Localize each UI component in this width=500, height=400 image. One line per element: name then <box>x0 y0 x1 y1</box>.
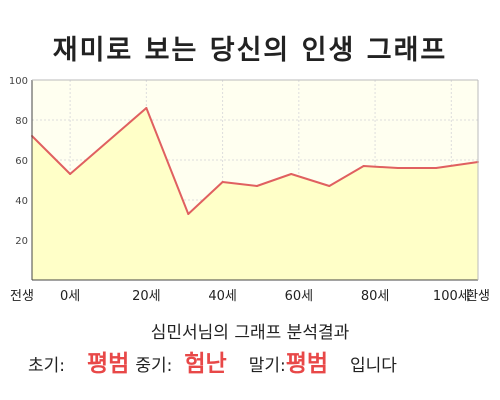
data-point <box>145 107 148 109</box>
page-title: 재미로 보는 당신의 인생 그래프 <box>52 35 448 66</box>
analysis-result-line: 초기: 평범 중기: 험난 말기: 평범 입니다 <box>28 344 488 378</box>
mid-stage-label: 중기: <box>135 356 173 376</box>
x-tick-label: 60세 <box>285 289 314 304</box>
x-tick-label: 0세 <box>60 289 80 304</box>
series-area-fill <box>32 108 478 280</box>
mid-stage-value: 험난 <box>184 351 227 377</box>
data-point <box>435 167 438 169</box>
x-tick-label: 20세 <box>132 289 161 304</box>
y-tick-label: 20 <box>15 236 28 247</box>
x-tick-label: 전생 <box>10 289 34 304</box>
data-point <box>290 173 293 175</box>
late-stage-label: 말기: <box>248 356 286 376</box>
series-line <box>31 107 479 215</box>
early-stage-label: 초기: <box>28 356 66 376</box>
data-point <box>328 185 331 187</box>
x-tick-label: 80세 <box>361 289 390 304</box>
y-tick-label: 60 <box>15 156 28 167</box>
data-point <box>255 185 258 187</box>
ending-text: 입니다 <box>350 356 397 376</box>
y-tick-label: 100 <box>9 76 28 87</box>
data-point <box>362 165 365 167</box>
data-point <box>69 173 72 175</box>
x-tick-label: 40세 <box>208 289 237 304</box>
x-tick-label: 100세 <box>433 289 470 304</box>
y-tick-label: 80 <box>15 116 28 127</box>
data-point <box>221 181 224 183</box>
data-point <box>396 167 399 169</box>
x-tick-label: 환생 <box>466 289 490 304</box>
analysis-subtitle: 심민서님의 그래프 분석결과 <box>150 323 350 343</box>
early-stage-value: 평범 <box>87 351 130 377</box>
late-stage-value: 평범 <box>285 351 329 377</box>
data-point <box>187 213 190 215</box>
y-tick-label: 40 <box>15 196 28 207</box>
